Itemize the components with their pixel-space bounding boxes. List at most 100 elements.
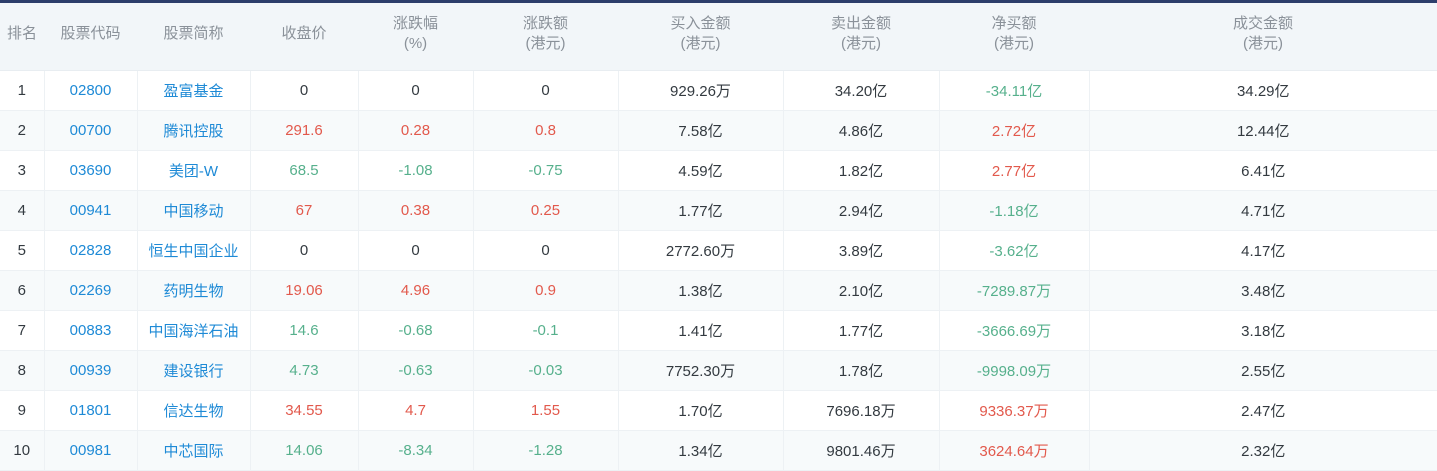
stock-name-link[interactable]: 药明生物 bbox=[163, 283, 224, 300]
cell-value-sell: 1.78亿 bbox=[838, 363, 884, 380]
stock-name-link[interactable]: 中芯国际 bbox=[163, 443, 224, 460]
column-header-rank[interactable]: 排名 bbox=[0, 3, 44, 71]
table-header-row: 排名 股票代码 股票简称 收盘价 涨跌幅 (%) 涨跌额 (港元) 买入金额 (港元) 卖出金额 (港… bbox=[0, 3, 1437, 71]
cell-buy: 1.34亿 bbox=[618, 430, 784, 471]
cell-value-close: 14.6 bbox=[289, 322, 319, 339]
cell-name[interactable]: 建设银行 bbox=[137, 350, 251, 391]
cell-code[interactable]: 00941 bbox=[44, 190, 138, 231]
cell-code[interactable]: 02828 bbox=[44, 230, 138, 271]
table-row[interactable]: 3 03690 美团-W 68.5 -1.08 -0.75 4.59亿 1.82亿 2.77亿 6… bbox=[0, 150, 1437, 191]
stock-code-link[interactable]: 00941 bbox=[69, 202, 112, 219]
cell-code[interactable]: 00700 bbox=[44, 110, 138, 151]
table-row[interactable]: 5 02828 恒生中国企业 0 0 0 2772.60万 3.89亿 -3.62亿 4.17亿 bbox=[0, 230, 1437, 271]
cell-name[interactable]: 美团-W bbox=[137, 150, 251, 191]
cell-value-chg_pct: 0 bbox=[411, 82, 420, 99]
cell-buy: 7752.30万 bbox=[618, 350, 784, 391]
cell-rank: 3 bbox=[0, 150, 45, 191]
stock-name-link[interactable]: 信达生物 bbox=[163, 403, 224, 420]
cell-name[interactable]: 信达生物 bbox=[137, 390, 251, 431]
cell-value-buy: 929.26万 bbox=[670, 83, 731, 100]
cell-chg_amt: 0.8 bbox=[473, 110, 619, 151]
cell-name[interactable]: 盈富基金 bbox=[137, 70, 251, 111]
cell-close: 0 bbox=[250, 230, 359, 271]
cell-value-sell: 34.20亿 bbox=[834, 83, 888, 100]
cell-value-chg_amt: -1.28 bbox=[528, 442, 563, 459]
cell-buy: 1.41亿 bbox=[618, 310, 784, 351]
column-header-unit: (港元) bbox=[994, 35, 1034, 52]
column-header-code[interactable]: 股票代码 bbox=[44, 3, 137, 71]
cell-code[interactable]: 02800 bbox=[44, 70, 138, 111]
cell-name[interactable]: 腾讯控股 bbox=[137, 110, 251, 151]
cell-code[interactable]: 00939 bbox=[44, 350, 138, 391]
cell-name[interactable]: 中国移动 bbox=[137, 190, 251, 231]
cell-sell: 34.20亿 bbox=[783, 70, 940, 111]
stock-name-link[interactable]: 建设银行 bbox=[163, 363, 224, 380]
cell-code[interactable]: 03690 bbox=[44, 150, 138, 191]
stock-code-link[interactable]: 00939 bbox=[69, 362, 112, 379]
cell-value-chg_pct: -0.68 bbox=[398, 322, 433, 339]
cell-turnover: 34.29亿 bbox=[1089, 70, 1437, 111]
stock-code-link[interactable]: 02800 bbox=[69, 82, 112, 99]
table-row[interactable]: 6 02269 药明生物 19.06 4.96 0.9 1.38亿 2.10亿 -7289.87… bbox=[0, 270, 1437, 311]
cell-value-sell: 1.77亿 bbox=[838, 323, 884, 340]
table-row[interactable]: 7 00883 中国海洋石油 14.6 -0.68 -0.1 1.41亿 1.77亿 -3666… bbox=[0, 310, 1437, 351]
column-header-net[interactable]: 净买额 (港元) bbox=[939, 3, 1089, 71]
stock-code-link[interactable]: 02269 bbox=[69, 282, 112, 299]
column-header-close[interactable]: 收盘价 bbox=[250, 3, 358, 71]
cell-value-chg_amt: 0.25 bbox=[530, 202, 561, 219]
table-row[interactable]: 1 02800 盈富基金 0 0 0 929.26万 34.20亿 -34.11亿 34.29亿 bbox=[0, 70, 1437, 111]
cell-value-rank: 8 bbox=[17, 362, 26, 379]
cell-net: -3.62亿 bbox=[939, 230, 1090, 271]
stock-code-link[interactable]: 01801 bbox=[69, 402, 112, 419]
cell-name[interactable]: 中国海洋石油 bbox=[137, 310, 251, 351]
stock-ranking-table: 排名 股票代码 股票简称 收盘价 涨跌幅 (%) 涨跌额 (港元) 买入金额 (港元) 卖出金额 (港… bbox=[0, 3, 1437, 471]
cell-value-chg_amt: 0 bbox=[541, 82, 550, 99]
stock-code-link[interactable]: 00981 bbox=[69, 442, 112, 459]
column-header-turnover[interactable]: 成交金额 (港元) bbox=[1089, 3, 1437, 71]
column-header-chg_pct[interactable]: 涨跌幅 (%) bbox=[358, 3, 473, 71]
column-header-label: 收盘价 bbox=[281, 25, 327, 42]
column-header-sell[interactable]: 卖出金额 (港元) bbox=[783, 3, 939, 71]
cell-value-sell: 3.89亿 bbox=[838, 243, 884, 260]
cell-value-sell: 4.86亿 bbox=[838, 123, 884, 140]
cell-code[interactable]: 01801 bbox=[44, 390, 138, 431]
stock-name-link[interactable]: 盈富基金 bbox=[163, 83, 224, 100]
cell-value-net: -1.18亿 bbox=[989, 203, 1039, 220]
cell-value-turnover: 6.41亿 bbox=[1241, 163, 1286, 180]
column-header-name[interactable]: 股票简称 bbox=[137, 3, 250, 71]
cell-name[interactable]: 恒生中国企业 bbox=[137, 230, 251, 271]
cell-value-rank: 5 bbox=[17, 242, 26, 259]
cell-close: 34.55 bbox=[250, 390, 359, 431]
cell-value-rank: 4 bbox=[17, 202, 26, 219]
stock-code-link[interactable]: 00700 bbox=[69, 122, 112, 139]
cell-sell: 4.86亿 bbox=[783, 110, 940, 151]
stock-code-link[interactable]: 03690 bbox=[69, 162, 112, 179]
cell-value-rank: 1 bbox=[17, 82, 26, 99]
stock-name-link[interactable]: 中国海洋石油 bbox=[148, 323, 239, 340]
cell-code[interactable]: 02269 bbox=[44, 270, 138, 311]
stock-name-link[interactable]: 美团-W bbox=[168, 163, 219, 180]
stock-code-link[interactable]: 00883 bbox=[69, 322, 112, 339]
cell-value-sell: 2.94亿 bbox=[838, 203, 884, 220]
table-row[interactable]: 2 00700 腾讯控股 291.6 0.28 0.8 7.58亿 4.86亿 2.72亿 12.… bbox=[0, 110, 1437, 151]
table-row[interactable]: 4 00941 中国移动 67 0.38 0.25 1.77亿 2.94亿 -1.18亿 4.71… bbox=[0, 190, 1437, 231]
table-row[interactable]: 8 00939 建设银行 4.73 -0.63 -0.03 7752.30万 1.78亿 -99… bbox=[0, 350, 1437, 391]
cell-value-chg_pct: 0.28 bbox=[400, 122, 431, 139]
stock-name-link[interactable]: 中国移动 bbox=[163, 203, 224, 220]
cell-code[interactable]: 00883 bbox=[44, 310, 138, 351]
stock-code-link[interactable]: 02828 bbox=[69, 242, 112, 259]
cell-value-buy: 1.41亿 bbox=[678, 323, 723, 340]
column-header-buy[interactable]: 买入金额 (港元) bbox=[618, 3, 783, 71]
stock-name-link[interactable]: 腾讯控股 bbox=[163, 123, 224, 140]
cell-name[interactable]: 中芯国际 bbox=[137, 430, 251, 471]
cell-chg_pct: 0 bbox=[358, 70, 474, 111]
column-header-label: 卖出金额 bbox=[830, 15, 891, 32]
cell-close: 67 bbox=[250, 190, 359, 231]
column-header-chg_amt[interactable]: 涨跌额 (港元) bbox=[473, 3, 618, 71]
table-row[interactable]: 9 01801 信达生物 34.55 4.7 1.55 1.70亿 7696.18万 9336.… bbox=[0, 390, 1437, 431]
table-row[interactable]: 10 00981 中芯国际 14.06 -8.34 -1.28 1.34亿 9801.46万 3… bbox=[0, 430, 1437, 471]
cell-code[interactable]: 00981 bbox=[44, 430, 138, 471]
cell-value-chg_pct: -8.34 bbox=[398, 442, 433, 459]
cell-name[interactable]: 药明生物 bbox=[137, 270, 251, 311]
stock-name-link[interactable]: 恒生中国企业 bbox=[148, 243, 239, 260]
